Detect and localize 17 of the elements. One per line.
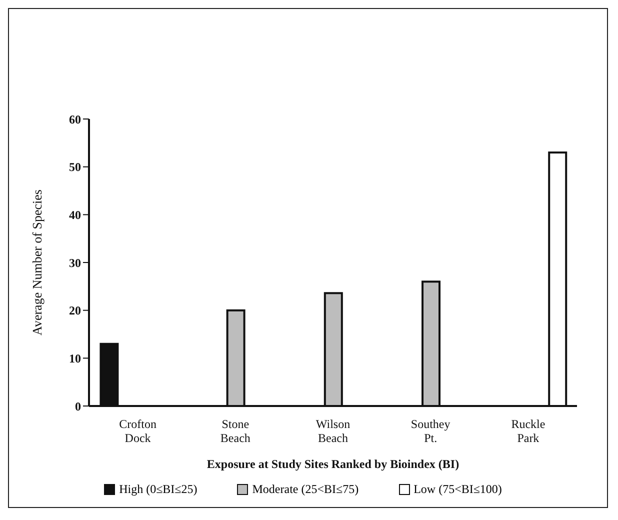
x-tick-label: Stone Beach xyxy=(220,417,250,445)
x-tick-label: Southey Pt. xyxy=(410,417,450,445)
x-tick-label: Ruckle Park xyxy=(511,417,546,445)
y-tick-label: 30 xyxy=(69,256,81,270)
legend-label: Moderate (25<BI≤75) xyxy=(252,482,359,497)
y-tick-label: 50 xyxy=(69,160,81,174)
y-tick-label: 0 xyxy=(75,399,81,414)
legend-label: Low (75<BI≤100) xyxy=(414,482,502,497)
y-tick-label: 20 xyxy=(69,304,81,318)
x-tick-label: Crofton Dock xyxy=(119,417,156,445)
legend-label: High (0≤BI≤25) xyxy=(119,482,198,497)
y-tick-label: 40 xyxy=(69,208,81,222)
y-tick-label: 10 xyxy=(69,351,81,366)
y-axis-title: Average Number of Species xyxy=(30,190,45,336)
x-tick-label: Wilson Beach xyxy=(316,417,350,445)
x-axis-title: Exposure at Study Sites Ranked by Bioindex (BI) xyxy=(206,457,460,471)
y-tick-label: 60 xyxy=(69,112,81,126)
